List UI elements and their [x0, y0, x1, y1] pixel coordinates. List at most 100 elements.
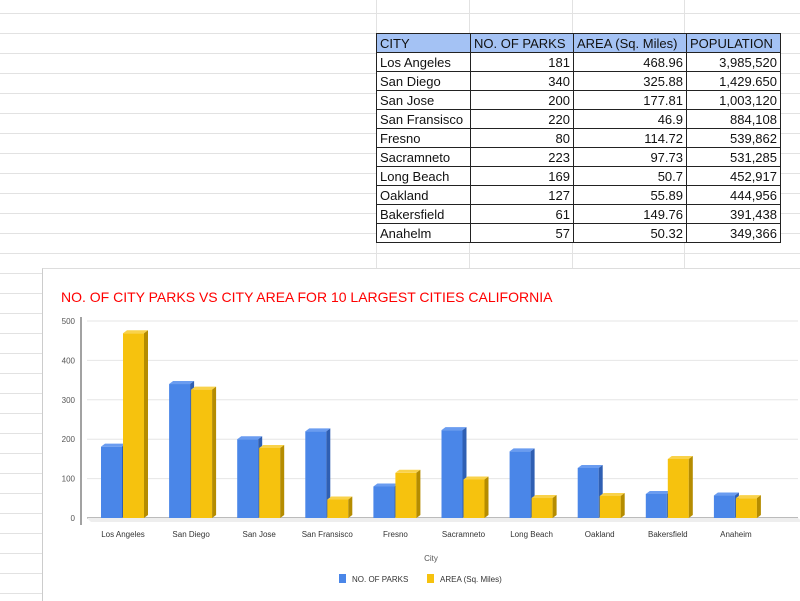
bar-parks	[101, 446, 122, 518]
bar-top-face	[101, 443, 126, 447]
cell-area[interactable]: 46.9	[573, 109, 687, 129]
cell-area[interactable]: 325.88	[573, 71, 687, 91]
bar-side-face	[144, 330, 148, 518]
bar-area	[463, 479, 485, 518]
bar-top-face	[441, 427, 467, 431]
bar-parks	[509, 451, 531, 518]
bar-parks	[237, 439, 259, 518]
header-population[interactable]: POPULATION	[686, 33, 781, 53]
cell-parks[interactable]: 169	[470, 166, 574, 186]
bar-parks	[645, 493, 667, 518]
cell-city[interactable]: San Fransisco	[376, 109, 471, 129]
bar-area	[735, 498, 757, 518]
bar-area	[599, 495, 621, 518]
cell-population[interactable]: 884,108	[686, 109, 781, 129]
cell-city[interactable]: Los Angeles	[376, 52, 471, 72]
bar-top-face	[645, 490, 671, 494]
cell-area[interactable]: 50.32	[573, 223, 687, 243]
bar-top-face	[667, 455, 693, 459]
cell-population[interactable]: 452,917	[686, 166, 781, 186]
bar-top-face	[123, 330, 148, 334]
bar-top-face	[191, 386, 217, 390]
bar-area	[259, 447, 281, 518]
bar-top-face	[599, 492, 625, 496]
cell-population[interactable]: 1,003,120	[686, 90, 781, 110]
bar-side-face	[484, 476, 489, 518]
cell-area[interactable]: 149.76	[573, 204, 687, 224]
cell-city[interactable]: Anahelm	[376, 223, 471, 243]
bar-side-face	[552, 495, 557, 518]
x-tick-label: Los Angeles	[101, 530, 145, 539]
y-tick-label: 300	[62, 396, 76, 405]
x-tick-label: Oakland	[585, 530, 615, 539]
x-axis-title: City	[424, 554, 438, 563]
cell-population[interactable]: 1,429.650	[686, 71, 781, 91]
table-header-row: CITY NO. OF PARKS AREA (Sq. Miles) POPUL…	[376, 33, 781, 53]
bar-top-face	[373, 483, 399, 487]
bar-top-face	[395, 469, 421, 473]
cell-parks[interactable]: 340	[470, 71, 574, 91]
bar-area	[395, 472, 417, 518]
cell-parks[interactable]: 220	[470, 109, 574, 129]
cell-parks[interactable]: 80	[470, 128, 574, 148]
bar-parks	[577, 467, 599, 518]
cell-parks[interactable]: 127	[470, 185, 574, 205]
table-row: Long Beach 169 50.7 452,917	[376, 166, 781, 186]
bar-top-face	[713, 492, 739, 496]
header-city[interactable]: CITY	[376, 33, 471, 53]
cell-parks[interactable]: 181	[470, 52, 574, 72]
y-tick-label: 0	[71, 514, 76, 523]
cell-population[interactable]: 3,985,520	[686, 52, 781, 72]
cell-area[interactable]: 468.96	[573, 52, 687, 72]
bar-side-face	[212, 386, 217, 518]
chart-panel[interactable]: NO. OF CITY PARKS VS CITY AREA FOR 10 LA…	[42, 268, 800, 601]
cell-city[interactable]: San Jose	[376, 90, 471, 110]
cell-city[interactable]: Bakersfield	[376, 204, 471, 224]
bar-side-face	[280, 444, 285, 518]
cell-parks[interactable]: 61	[470, 204, 574, 224]
bar-chart: 0 100 200 300 400 500 Los Angeles San Diego San …	[62, 317, 800, 584]
cell-area[interactable]: 50.7	[573, 166, 687, 186]
cell-parks[interactable]: 223	[470, 147, 574, 167]
bar-top-face	[463, 476, 489, 480]
x-tick-label: Sacramneto	[442, 530, 486, 539]
bar-area	[327, 499, 349, 518]
x-tick-label: Long Beach	[510, 530, 553, 539]
legend-label-parks: NO. OF PARKS	[352, 575, 408, 584]
cell-city[interactable]: San Diego	[376, 71, 471, 91]
table-row: Los Angeles 181 468.96 3,985,520	[376, 52, 781, 72]
bar-side-face	[688, 455, 693, 518]
floor	[87, 518, 800, 522]
bar-parks	[373, 486, 395, 518]
cell-city[interactable]: Fresno	[376, 128, 471, 148]
cell-area[interactable]: 177.81	[573, 90, 687, 110]
cell-city[interactable]: Oakland	[376, 185, 471, 205]
bar-top-face	[237, 436, 263, 440]
x-tick-label: San Jose	[243, 530, 277, 539]
cell-parks[interactable]: 200	[470, 90, 574, 110]
cell-population[interactable]: 531,285	[686, 147, 781, 167]
cell-area[interactable]: 114.72	[573, 128, 687, 148]
cell-population[interactable]: 391,438	[686, 204, 781, 224]
cell-parks[interactable]: 57	[470, 223, 574, 243]
table-row: Bakersfield 61 149.76 391,438	[376, 204, 781, 224]
bar-top-face	[735, 495, 761, 499]
bar-side-face	[620, 492, 625, 518]
bar-parks	[713, 495, 735, 518]
cell-population[interactable]: 349,366	[686, 223, 781, 243]
cell-population[interactable]: 444,956	[686, 185, 781, 205]
cell-city[interactable]: Long Beach	[376, 166, 471, 186]
cell-city[interactable]: Sacramneto	[376, 147, 471, 167]
table-row: San Jose 200 177.81 1,003,120	[376, 90, 781, 110]
x-tick-label: San Diego	[172, 530, 210, 539]
cell-population[interactable]: 539,862	[686, 128, 781, 148]
bar-top-face	[327, 496, 353, 500]
cell-area[interactable]: 97.73	[573, 147, 687, 167]
header-area[interactable]: AREA (Sq. Miles)	[573, 33, 687, 53]
table-row: Anahelm 57 50.32 349,366	[376, 223, 781, 243]
bar-top-face	[305, 428, 331, 432]
cell-area[interactable]: 55.89	[573, 185, 687, 205]
bar-area	[123, 333, 144, 518]
bar-area	[667, 458, 689, 518]
header-parks[interactable]: NO. OF PARKS	[470, 33, 574, 53]
